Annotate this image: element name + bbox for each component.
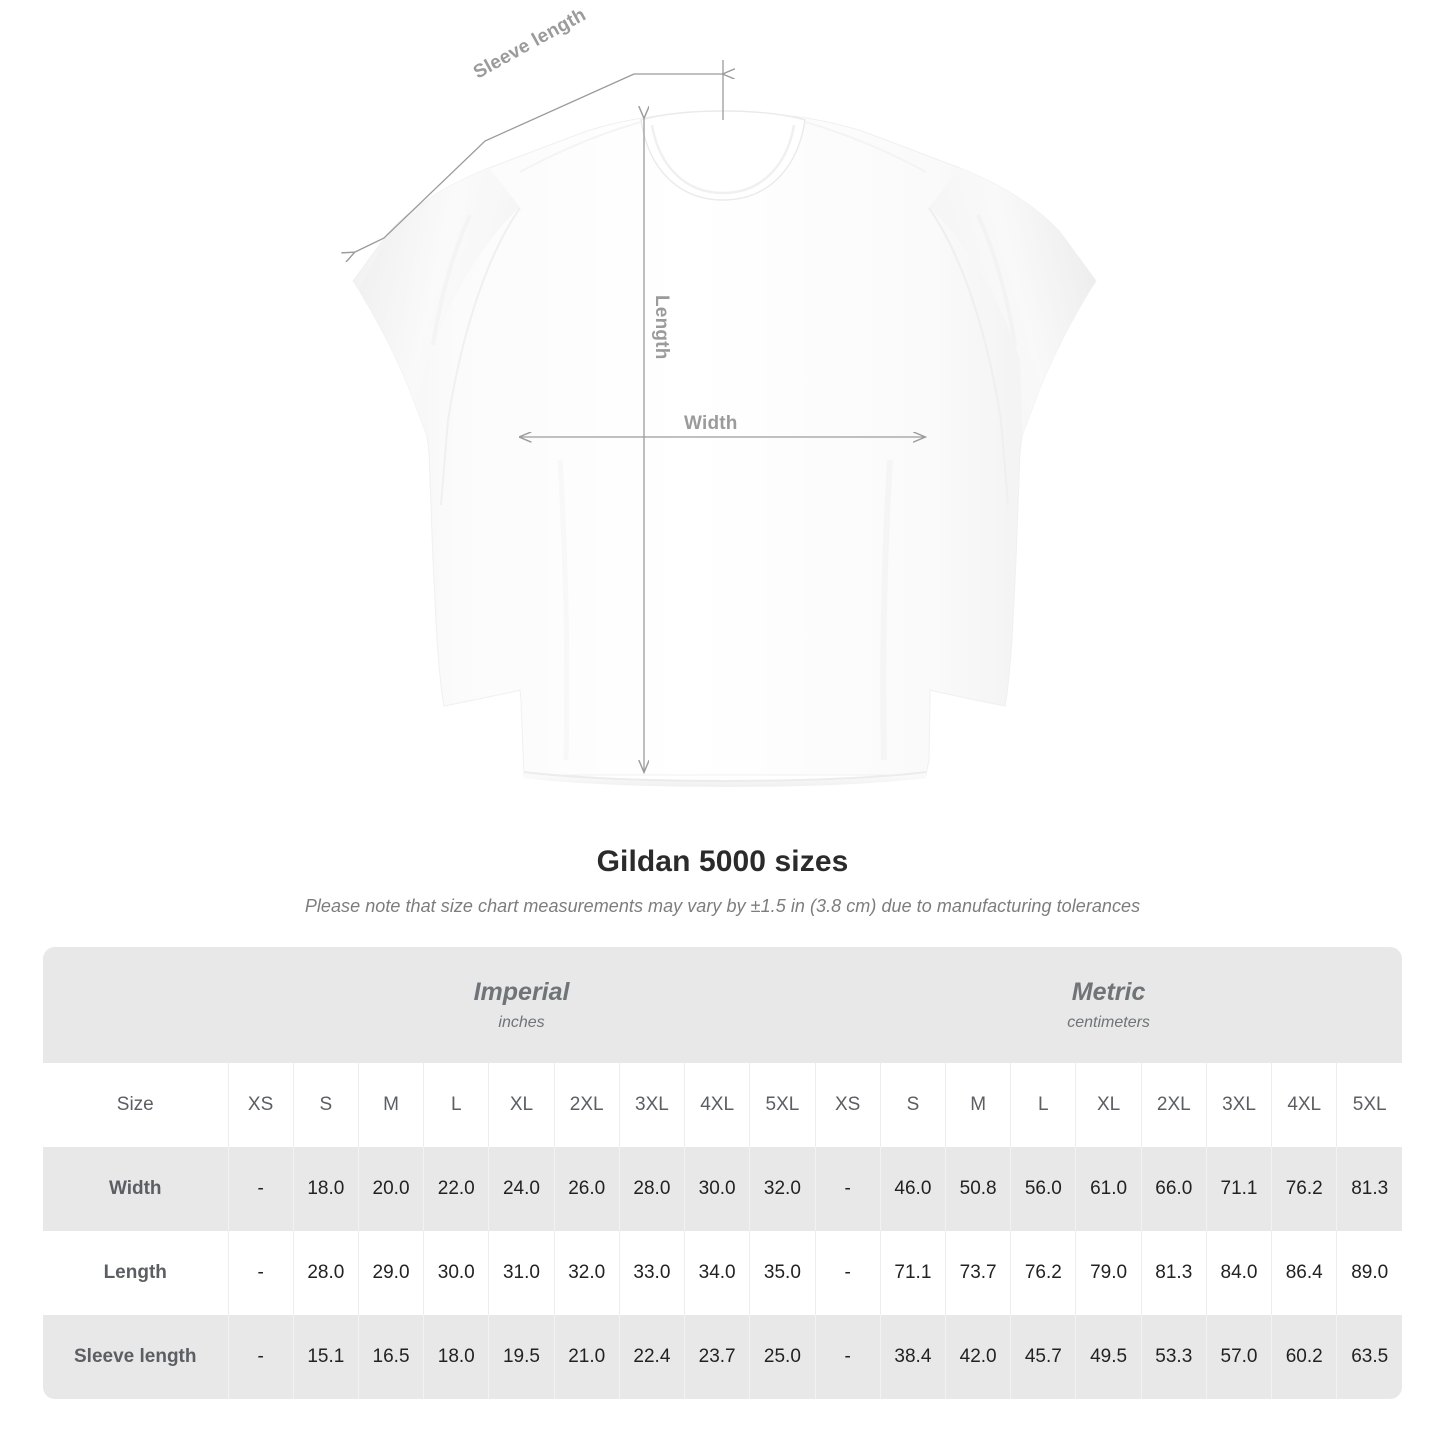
page-title: Gildan 5000 sizes: [596, 845, 849, 878]
size-column-header: 3XL: [618, 1063, 685, 1147]
shirt-body-shape: [352, 110, 1097, 787]
width-label: Width: [684, 413, 738, 434]
measurement-cell: 28.0: [618, 1147, 685, 1231]
measurement-cell: 60.2: [1271, 1315, 1337, 1399]
measurement-cell: 76.2: [1271, 1147, 1337, 1231]
measurement-cell: 53.3: [1140, 1315, 1207, 1399]
tshirt-illustration: [0, 60, 1097, 787]
measurement-cell: 29.0: [357, 1231, 424, 1315]
measurement-cell: -: [227, 1231, 294, 1315]
size-column-header: XL: [488, 1063, 555, 1147]
size-column-header: 4XL: [1271, 1063, 1337, 1147]
size-column-header: M: [945, 1063, 1011, 1147]
measurement-cell: 86.4: [1271, 1231, 1337, 1315]
table-row: Length -28.0 29.0 30.0 31.0 32.0 33.0 34.0 35.0-…: [43, 1231, 1402, 1315]
measurement-cell: 16.5: [357, 1315, 424, 1399]
measurement-cell: 89.0: [1336, 1231, 1402, 1315]
measurement-cell: 31.0: [488, 1231, 555, 1315]
measurement-cell: 73.7: [945, 1231, 1011, 1315]
sleeve-diagonal-segment: [353, 73, 635, 253]
measurement-cell: 81.3: [1140, 1231, 1207, 1315]
measurement-cell: 32.0: [749, 1147, 816, 1231]
unit-name: Imperial: [473, 978, 570, 1007]
measurement-label: Sleeve length: [43, 1315, 228, 1399]
measurement-cell: -: [814, 1147, 881, 1231]
measurement-label: Width: [43, 1147, 228, 1231]
measurement-cell: 25.0: [749, 1315, 816, 1399]
table-row: Sleeve length -15.1 16.5 18.0 19.5 21.0 22.4 23…: [43, 1315, 1402, 1399]
tshirt-diagram: Sleeve length Length Width: [0, 4, 1097, 787]
size-column-header: 5XL: [749, 1063, 816, 1147]
measurement-cell: 26.0: [553, 1147, 620, 1231]
measurement-cell: 21.0: [553, 1315, 620, 1399]
size-header-row: Size XS S M L XL 2XL 3XL 4XL 5XL XS S M L XL 2XL 3XL 4XL 5…: [43, 1063, 1402, 1147]
measurement-cell: 71.1: [1205, 1147, 1272, 1231]
unit-name: Metric: [1071, 978, 1146, 1007]
size-column-header: S: [292, 1063, 359, 1147]
measurement-cell: 18.0: [292, 1147, 359, 1231]
measurement-cell: 15.1: [292, 1315, 359, 1399]
unit-banner-row: Imperial inches Metric centimeters: [43, 947, 1402, 1063]
size-column-header: L: [423, 1063, 489, 1147]
measurement-cell: 32.0: [553, 1231, 620, 1315]
size-column-header: 4XL: [684, 1063, 750, 1147]
unit-banner-spacer: [43, 947, 228, 1063]
size-column-header: 2XL: [553, 1063, 620, 1147]
size-chart-table: Imperial inches Metric centimeters Size XS S M L…: [43, 947, 1402, 1399]
measurement-cell: 30.0: [423, 1231, 489, 1315]
size-column-header: XS: [814, 1063, 881, 1147]
unit-subtitle: centimeters: [1067, 1013, 1150, 1031]
size-column-header: S: [879, 1063, 946, 1147]
measurement-cell: -: [814, 1315, 881, 1399]
measurement-cell: -: [227, 1147, 294, 1231]
measurement-cell: 23.7: [684, 1315, 750, 1399]
measurement-cell: 22.4: [618, 1315, 685, 1399]
unit-header-imperial: Imperial inches: [228, 947, 816, 1063]
measurement-cell: 22.0: [423, 1147, 489, 1231]
measurement-label: Length: [43, 1231, 228, 1315]
size-column-header: M: [357, 1063, 424, 1147]
measurement-cell: 49.5: [1075, 1315, 1142, 1399]
measurement-cell: 81.3: [1336, 1147, 1402, 1231]
measurement-cell: 28.0: [292, 1231, 359, 1315]
measurement-cell: 79.0: [1075, 1231, 1142, 1315]
measurement-cell: 61.0: [1075, 1147, 1142, 1231]
size-column-header: XL: [1075, 1063, 1142, 1147]
measurement-cell: 24.0: [488, 1147, 555, 1231]
measurement-cell: 46.0: [879, 1147, 946, 1231]
measurement-cell: 76.2: [1010, 1231, 1076, 1315]
measurement-cell: 19.5: [488, 1315, 555, 1399]
size-column-header: 5XL: [1336, 1063, 1402, 1147]
measurement-cell: 30.0: [684, 1147, 750, 1231]
measurement-cell: 34.0: [684, 1231, 750, 1315]
measurement-cell: 18.0: [423, 1315, 489, 1399]
length-label: Length: [651, 295, 672, 360]
dimension-lines: [353, 60, 925, 772]
measurement-cell: 66.0: [1140, 1147, 1207, 1231]
measurement-cell: 42.0: [945, 1315, 1011, 1399]
measurement-cell: -: [814, 1231, 881, 1315]
table-row: Width -18.0 20.0 22.0 24.0 26.0 28.0 30.0 32.0-4…: [43, 1147, 1402, 1231]
measurement-cell: 84.0: [1205, 1231, 1272, 1315]
measurement-cell: -: [227, 1315, 294, 1399]
measurement-cell: 57.0: [1205, 1315, 1272, 1399]
measurement-cell: 71.1: [879, 1231, 946, 1315]
row-label-header: Size: [43, 1063, 228, 1147]
measurement-cell: 33.0: [618, 1231, 685, 1315]
size-column-header: 2XL: [1140, 1063, 1207, 1147]
measurement-cell: 35.0: [749, 1231, 816, 1315]
size-column-header: XS: [227, 1063, 294, 1147]
measurement-cell: 50.8: [945, 1147, 1011, 1231]
heading-block: Gildan 5000 sizes Please note that size …: [0, 845, 1445, 917]
measurement-cell: 63.5: [1336, 1315, 1402, 1399]
measurement-cell: 38.4: [879, 1315, 946, 1399]
size-column-header: L: [1010, 1063, 1076, 1147]
unit-header-metric: Metric centimeters: [815, 947, 1402, 1063]
measurement-cell: 20.0: [357, 1147, 424, 1231]
measurement-cell: 45.7: [1010, 1315, 1076, 1399]
size-column-header: 3XL: [1205, 1063, 1272, 1147]
unit-subtitle: inches: [498, 1013, 545, 1031]
measurement-cell: 56.0: [1010, 1147, 1076, 1231]
page-subtitle: Please note that size chart measurements…: [304, 896, 1141, 916]
